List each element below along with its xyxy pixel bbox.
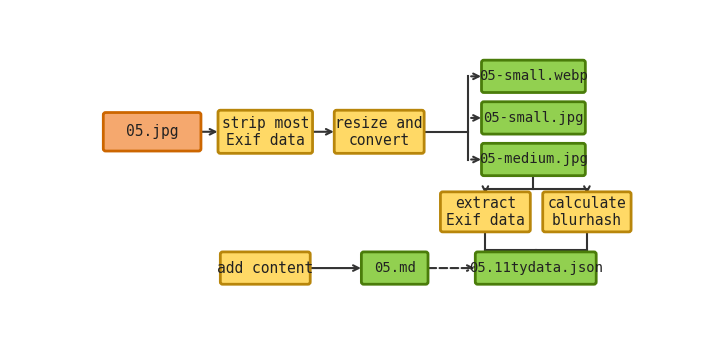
- Text: 05.md: 05.md: [373, 261, 415, 275]
- Text: add content: add content: [217, 261, 314, 276]
- Text: extract
Exif data: extract Exif data: [446, 196, 525, 228]
- FancyBboxPatch shape: [543, 192, 631, 232]
- FancyBboxPatch shape: [441, 192, 531, 232]
- FancyBboxPatch shape: [103, 113, 201, 151]
- Text: 05.jpg: 05.jpg: [126, 124, 178, 139]
- FancyBboxPatch shape: [482, 60, 585, 92]
- Text: 05-small.jpg: 05-small.jpg: [483, 111, 584, 125]
- FancyBboxPatch shape: [475, 252, 596, 284]
- Text: 05.11tydata.json: 05.11tydata.json: [469, 261, 603, 275]
- FancyBboxPatch shape: [361, 252, 428, 284]
- FancyBboxPatch shape: [482, 143, 585, 176]
- Text: 05-medium.jpg: 05-medium.jpg: [479, 152, 588, 166]
- FancyBboxPatch shape: [218, 110, 312, 153]
- FancyBboxPatch shape: [335, 110, 424, 153]
- FancyBboxPatch shape: [482, 102, 585, 134]
- Text: calculate
blurhash: calculate blurhash: [547, 196, 627, 228]
- FancyBboxPatch shape: [221, 252, 310, 284]
- Text: resize and
convert: resize and convert: [335, 116, 423, 148]
- Text: strip most
Exif data: strip most Exif data: [221, 116, 309, 148]
- Text: 05-small.webp: 05-small.webp: [479, 69, 588, 83]
